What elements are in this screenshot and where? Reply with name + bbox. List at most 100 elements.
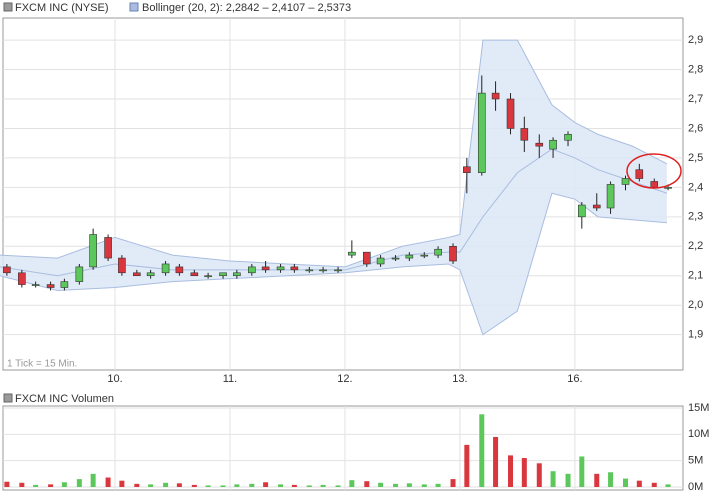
candle-body	[104, 237, 112, 259]
candle-body	[233, 272, 241, 277]
volume-bar	[134, 483, 140, 487]
candle-body	[161, 263, 170, 274]
annotation: 1 Tick = 15 Min.	[7, 359, 77, 370]
volume-bar	[521, 458, 527, 487]
volume-bar	[220, 485, 226, 487]
volume-bar	[4, 481, 10, 487]
candle-body	[376, 257, 385, 265]
volume-bar	[249, 483, 255, 487]
candle-body	[391, 257, 400, 260]
legend-swatch	[3, 393, 13, 403]
volume-bar	[76, 479, 82, 487]
candle-body	[449, 245, 457, 262]
volume-bar	[536, 463, 542, 487]
x-tick-label: 16.	[567, 373, 582, 385]
volume-bar	[565, 473, 571, 487]
candle-body	[290, 266, 299, 271]
y-tick-label: 2,6	[688, 122, 703, 134]
candle-body	[664, 187, 672, 189]
y-tick-label: 2,0	[688, 299, 703, 311]
highlight-circle	[626, 153, 682, 189]
candle-body	[650, 181, 659, 188]
volume-bar	[33, 484, 39, 487]
volume-bar	[176, 483, 182, 487]
candle-body	[276, 266, 285, 271]
candle-body	[190, 272, 199, 277]
volume-bar	[608, 472, 614, 487]
y-tick-label: 1,9	[688, 329, 703, 341]
volume-bar	[191, 484, 197, 487]
volume-bar	[665, 484, 671, 487]
candle-body	[319, 269, 327, 272]
y-tick-label: 5M	[688, 455, 703, 467]
candle-body	[133, 272, 141, 277]
legend-swatch	[3, 2, 13, 12]
candle-body	[434, 248, 442, 256]
volume-bar	[464, 444, 470, 487]
candle-body	[146, 272, 155, 277]
y-tick-label: 2,1	[688, 270, 703, 282]
y-tick-label: 2,2	[688, 240, 703, 252]
volume-bar	[163, 482, 169, 487]
y-tick-label: 15M	[688, 402, 709, 414]
y-tick-label: 0M	[688, 481, 703, 493]
candle-body	[89, 234, 97, 268]
volume-bar	[579, 456, 585, 487]
x-tick-label: 11.	[223, 373, 237, 385]
volume-bar	[320, 484, 326, 487]
bollinger-band-fill	[0, 40, 667, 335]
x-tick-label: 13.	[452, 373, 467, 385]
volume-bar	[234, 484, 240, 487]
volume-bar	[306, 485, 312, 487]
y-tick-label: 2,7	[688, 93, 703, 105]
volume-bar	[148, 484, 154, 487]
candle-body	[506, 98, 515, 129]
volume-bar	[623, 478, 629, 487]
candle-body	[549, 139, 557, 150]
volume-bar	[205, 485, 211, 487]
candle-body	[362, 251, 371, 265]
candle-body	[463, 166, 471, 173]
volume-bar	[48, 484, 54, 487]
candle-body	[305, 269, 314, 272]
volume-bar	[651, 482, 657, 487]
candle-body	[578, 204, 586, 218]
candle-body	[261, 266, 270, 271]
candle-body	[46, 284, 55, 288]
candle-body	[592, 204, 601, 209]
volume-bar	[636, 480, 642, 487]
volume-bar	[479, 414, 485, 487]
volume-bar	[119, 480, 125, 487]
plot-layer: 1,9 2,0 2,1 2,2 2,3 2,4 2,5 2,6 2,7 2,8 2,9 10. 11. 1…	[0, 18, 709, 493]
candle-body	[420, 254, 429, 257]
bollinger-upper	[0, 39, 668, 268]
candle-body	[477, 92, 486, 173]
volume-bar	[378, 482, 384, 487]
candle-body	[3, 266, 11, 274]
candle-body	[535, 142, 544, 147]
volume-title: FXCM INC Volumen	[15, 393, 114, 405]
candle-body	[635, 169, 644, 179]
volume-bar	[393, 483, 399, 487]
volume-bar	[435, 483, 441, 487]
volume-bar	[406, 483, 412, 487]
legend-label: Bollinger (20, 2): 2,2842 – 2,4107 – 2,5…	[142, 2, 351, 14]
volume-bar	[421, 484, 427, 487]
y-tick-label: 2,5	[688, 152, 703, 164]
volume-bar	[550, 471, 556, 487]
candle-body	[75, 266, 84, 282]
legend-swatch	[129, 2, 139, 12]
volume-bar	[594, 473, 600, 487]
candle-body	[204, 275, 212, 278]
volume-bar	[19, 482, 25, 487]
candle-body	[334, 269, 342, 272]
volume-bar	[278, 484, 284, 487]
candle-body	[60, 281, 69, 288]
candle-body	[118, 257, 126, 274]
volume-bar	[291, 484, 297, 487]
volume-bar	[364, 481, 370, 487]
candle-body	[405, 254, 414, 259]
volume-bar	[349, 480, 355, 487]
